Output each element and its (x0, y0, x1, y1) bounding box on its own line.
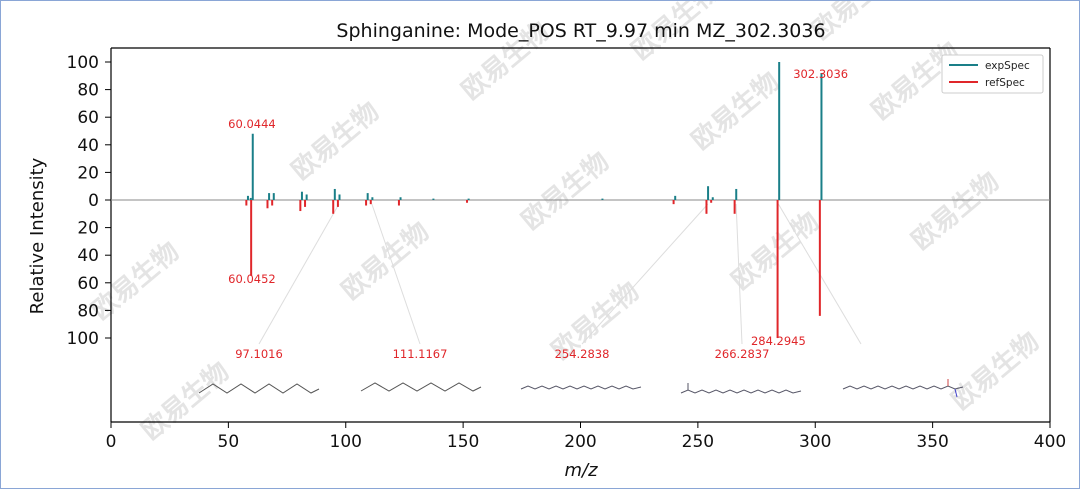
fragment-connector (371, 203, 421, 345)
watermark-text: 欧易生物 (286, 96, 386, 187)
structure-266 (680, 389, 802, 394)
legend-label-exp: expSpec (985, 60, 1030, 72)
axis-ticks: 0 50 100 150 200 250 300 350 400 0 20 40 60 80 100 20 40… (67, 53, 1067, 452)
fragment-label: 254.2838 (555, 347, 610, 361)
y-tick-label-bottom: 20 (77, 219, 99, 239)
watermark-text: 欧易生物 (906, 166, 1006, 257)
structure-284-branch2 (954, 388, 958, 398)
legend: expSpec refSpec (941, 54, 1044, 94)
watermark-text: 欧易生物 (726, 206, 826, 297)
watermark-text: 欧易生物 (686, 66, 786, 157)
structure-97 (198, 383, 320, 394)
y-tick-label-top: 100 (67, 53, 99, 73)
watermark-text: 欧易生物 (336, 216, 436, 307)
fragment-label: 111.1167 (393, 347, 448, 361)
spectrum-bars (245, 62, 823, 338)
fragment-label: 266.2837 (715, 347, 770, 361)
fragment-connector (581, 203, 709, 345)
watermark-text: 欧易生物 (516, 146, 616, 237)
peak-label: 60.0444 (228, 117, 276, 131)
fragment-connector (735, 203, 743, 345)
peak-labels: 60.0444 60.0452 302.3036 284.2945 97.1016 111… (228, 67, 848, 361)
y-tick-label-top: 60 (77, 108, 99, 128)
structure-284 (842, 385, 964, 390)
chart-title: Sphinganine: Mode_POS RT_9.97 min MZ_302… (336, 20, 825, 42)
structure-254 (520, 385, 642, 390)
x-tick-label: 250 (682, 432, 714, 452)
fragment-connector (258, 203, 340, 345)
y-tick-label-bottom: 60 (77, 274, 99, 294)
peak-label: 302.3036 (793, 67, 848, 81)
y-tick-label-bottom: 80 (77, 301, 99, 321)
y-tick-label-top: 40 (77, 136, 99, 156)
x-tick-label: 150 (447, 432, 479, 452)
structure-111 (360, 382, 482, 392)
x-axis-label: m/z (564, 460, 598, 481)
peak-label: 284.2945 (751, 334, 806, 348)
fragment-structures (198, 379, 964, 398)
y-tick-label-bottom: 100 (67, 329, 99, 349)
x-tick-label: 50 (218, 432, 240, 452)
y-tick-label-top: 20 (77, 163, 99, 183)
x-tick-label: 200 (564, 432, 596, 452)
x-tick-label: 400 (1034, 432, 1066, 452)
x-tick-label: 0 (106, 432, 117, 452)
y-tick-label-top: 0 (88, 191, 99, 211)
y-tick-label-top: 80 (77, 81, 99, 101)
x-tick-label: 350 (916, 432, 948, 452)
y-tick-label-bottom: 40 (77, 246, 99, 266)
x-tick-label: 300 (799, 432, 831, 452)
watermark-text: 欧易生物 (86, 236, 186, 327)
watermark-text: 欧易生物 (946, 326, 1046, 417)
peak-label: 60.0452 (228, 272, 276, 286)
legend-label-ref: refSpec (985, 77, 1025, 89)
fragment-label: 97.1016 (235, 347, 283, 361)
x-tick-label: 100 (330, 432, 362, 452)
y-axis-label: Relative Intensity (27, 157, 48, 314)
